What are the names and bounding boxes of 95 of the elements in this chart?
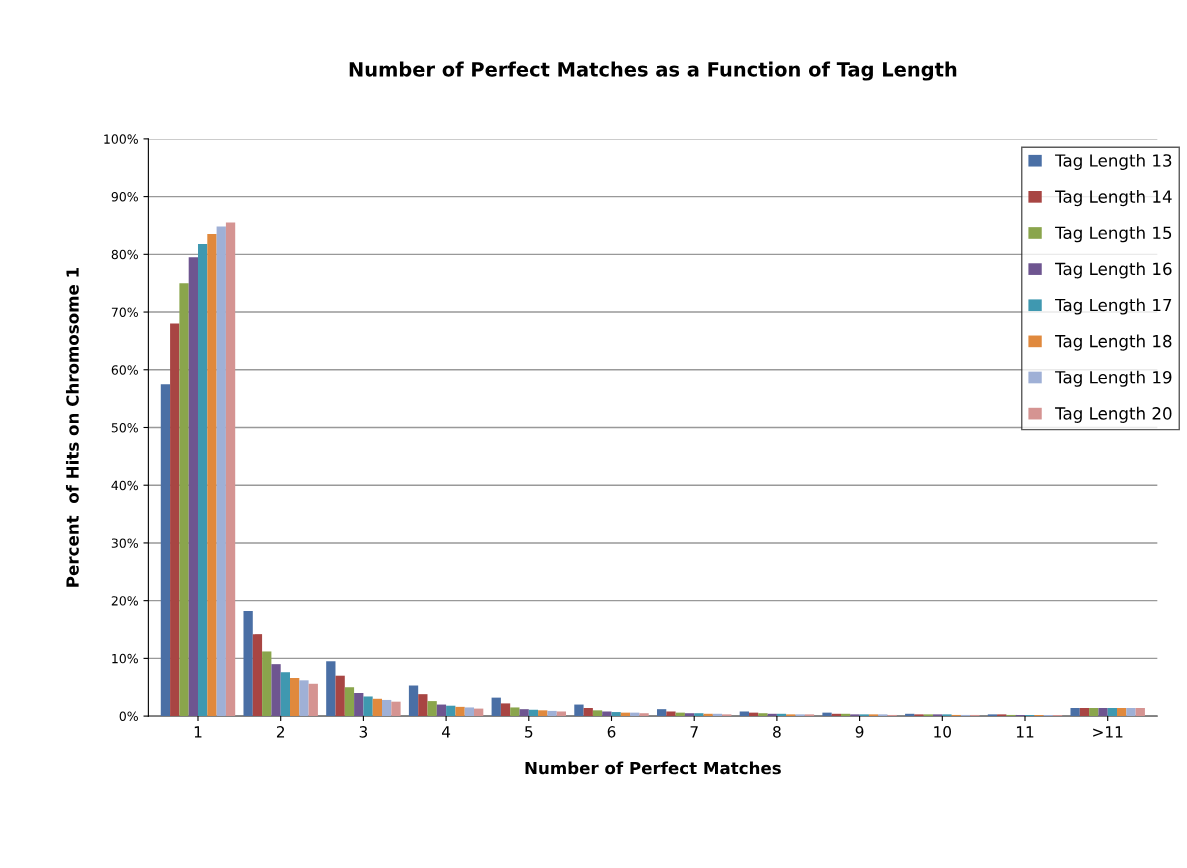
bar: [464, 707, 475, 717]
bar: [308, 683, 318, 717]
chart-title: Number of Perfect Matches as a Function of Tag Length: [349, 61, 957, 81]
legend-label: Tag Length 13: [1055, 153, 1172, 171]
legend-label: Tag Length 18: [1055, 334, 1172, 351]
y-tick-label: 20%: [111, 596, 138, 606]
bar: [739, 711, 749, 717]
y-axis-title: Percent of Hits on Chromosome 1: [65, 267, 79, 587]
bar: [556, 711, 567, 717]
y-tick-label: 70%: [111, 307, 138, 317]
bar: [160, 384, 171, 717]
legend-label: Tag Length 14: [1055, 190, 1172, 207]
bar: [335, 675, 345, 717]
legend-label: Tag Length 20: [1055, 406, 1172, 423]
bar: [1089, 708, 1099, 717]
bar: [455, 706, 465, 717]
bar: [519, 709, 529, 717]
y-tick-label: 0%: [119, 711, 138, 722]
bar: [500, 703, 511, 717]
bar: [418, 694, 428, 717]
bar: [1135, 708, 1145, 717]
bar: [574, 704, 584, 717]
bar: [547, 710, 557, 717]
y-tick-label: 100%: [104, 134, 138, 144]
bar: [1117, 708, 1127, 717]
x-tick-label: 4: [441, 726, 451, 738]
x-tick-label: 3: [359, 726, 368, 738]
bar: [1107, 708, 1118, 717]
bar: [299, 680, 309, 717]
bar: [344, 687, 355, 717]
bar: [538, 710, 548, 717]
x-tick-label: 6: [607, 726, 616, 738]
x-tick-label: 11: [1016, 726, 1034, 738]
bar: [372, 698, 382, 717]
bar: [666, 711, 676, 717]
bar: [408, 685, 419, 717]
bar: [758, 713, 768, 717]
bar: [446, 705, 456, 717]
x-axis-title: Number of Perfect Matches: [525, 761, 781, 775]
x-tick-label: 8: [773, 726, 781, 738]
x-tick-label: 5: [525, 726, 533, 738]
bar: [363, 696, 373, 717]
bar: [198, 243, 208, 717]
bar: [290, 678, 300, 717]
bar: [207, 234, 217, 717]
bar: [216, 226, 226, 717]
bar: [611, 712, 621, 717]
bar: [592, 710, 603, 717]
x-tick-label: 10: [934, 726, 952, 738]
legend-label: Tag Length 17: [1055, 298, 1172, 315]
bar: [656, 709, 667, 717]
x-tick-label: >11: [1093, 726, 1123, 738]
bar: [170, 323, 180, 717]
legend-label: Tag Length 15: [1055, 226, 1172, 243]
bar: [1079, 708, 1090, 717]
bar: [1070, 708, 1080, 717]
bar: [225, 222, 236, 717]
bar: [684, 713, 695, 717]
bar: [382, 699, 392, 717]
x-tick-label: 2: [276, 726, 285, 738]
x-tick-label: 7: [690, 726, 698, 738]
y-tick-label: 50%: [111, 422, 138, 433]
x-tick-label: 1: [194, 726, 202, 738]
bar: [427, 701, 437, 717]
bar: [583, 708, 593, 717]
bar: [639, 713, 649, 717]
bar: [262, 651, 272, 717]
y-tick-label: 40%: [111, 480, 138, 491]
x-tick-label: 9: [855, 726, 864, 738]
bar: [326, 661, 336, 717]
y-tick-label: 10%: [112, 653, 138, 664]
bar: [188, 257, 198, 717]
bar: [474, 708, 484, 717]
bar: [252, 634, 263, 717]
bar: [280, 672, 290, 717]
bar: [491, 697, 501, 717]
bar: [243, 611, 253, 717]
y-tick-label: 80%: [111, 249, 138, 260]
bar: [1126, 708, 1136, 717]
bar: [510, 707, 520, 717]
y-tick-label: 60%: [111, 365, 138, 375]
bar: [271, 664, 281, 717]
legend-label: Tag Length 16: [1055, 262, 1172, 279]
y-tick-label: 30%: [111, 538, 138, 548]
bar: [822, 712, 832, 717]
legend-label: Tag Length 19: [1055, 370, 1172, 387]
bar: [528, 709, 539, 717]
bar: [694, 713, 704, 717]
bar: [391, 701, 401, 717]
bar: [354, 693, 364, 717]
bar: [436, 704, 447, 717]
bar: [179, 283, 189, 717]
bar: [602, 711, 612, 717]
bar: [1098, 708, 1108, 717]
y-tick-label: 90%: [111, 192, 138, 202]
